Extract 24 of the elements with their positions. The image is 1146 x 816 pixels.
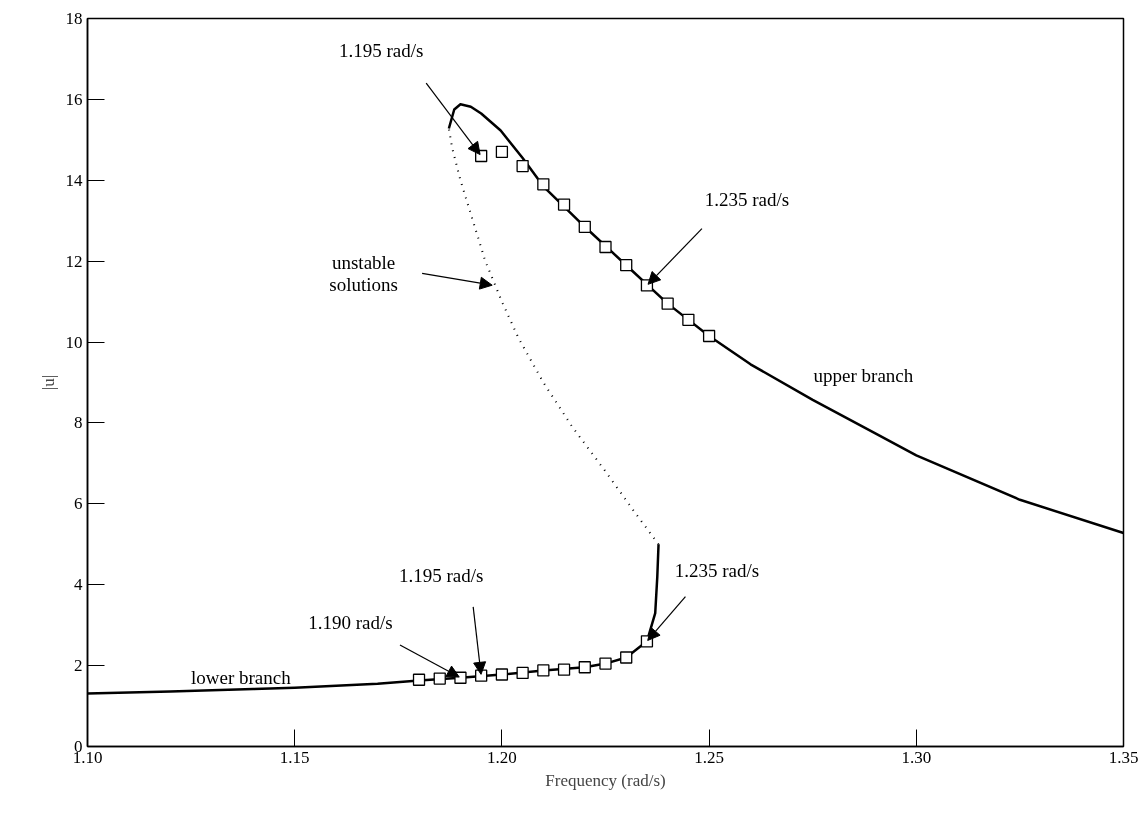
x-axis-title: Frequency (rad/s) bbox=[545, 770, 666, 790]
x-tick-label: 1.15 bbox=[279, 747, 310, 767]
y-tick-label: 10 bbox=[65, 332, 83, 352]
annotation: 1.195 rad/s bbox=[338, 40, 424, 62]
annotation: unstable solutions bbox=[329, 252, 398, 296]
y-tick-label: 12 bbox=[65, 251, 83, 271]
y-tick-label: 16 bbox=[65, 89, 83, 109]
annotation: 1.190 rad/s bbox=[308, 611, 393, 633]
y-tick-label: 18 bbox=[65, 9, 83, 28]
y-tick-label: 6 bbox=[74, 494, 83, 514]
y-tick-label: 2 bbox=[74, 656, 83, 676]
annotation: 1.235 rad/s bbox=[674, 560, 760, 582]
x-tick-label: 1.30 bbox=[901, 747, 932, 767]
annotation: lower branch bbox=[190, 666, 292, 688]
annotation: upper branch bbox=[813, 364, 914, 386]
y-tick-label: 14 bbox=[65, 170, 83, 190]
y-axis-title: |u| bbox=[38, 374, 58, 391]
x-tick-label: 1.20 bbox=[487, 747, 517, 767]
y-tick-label: 8 bbox=[74, 413, 83, 433]
y-tick-label: 4 bbox=[74, 575, 83, 595]
annotation: 1.235 rad/s bbox=[704, 189, 790, 211]
x-tick-label: 1.35 bbox=[1108, 747, 1139, 767]
annotation: 1.195 rad/s bbox=[398, 564, 484, 586]
x-tick-label: 1.25 bbox=[694, 747, 724, 767]
